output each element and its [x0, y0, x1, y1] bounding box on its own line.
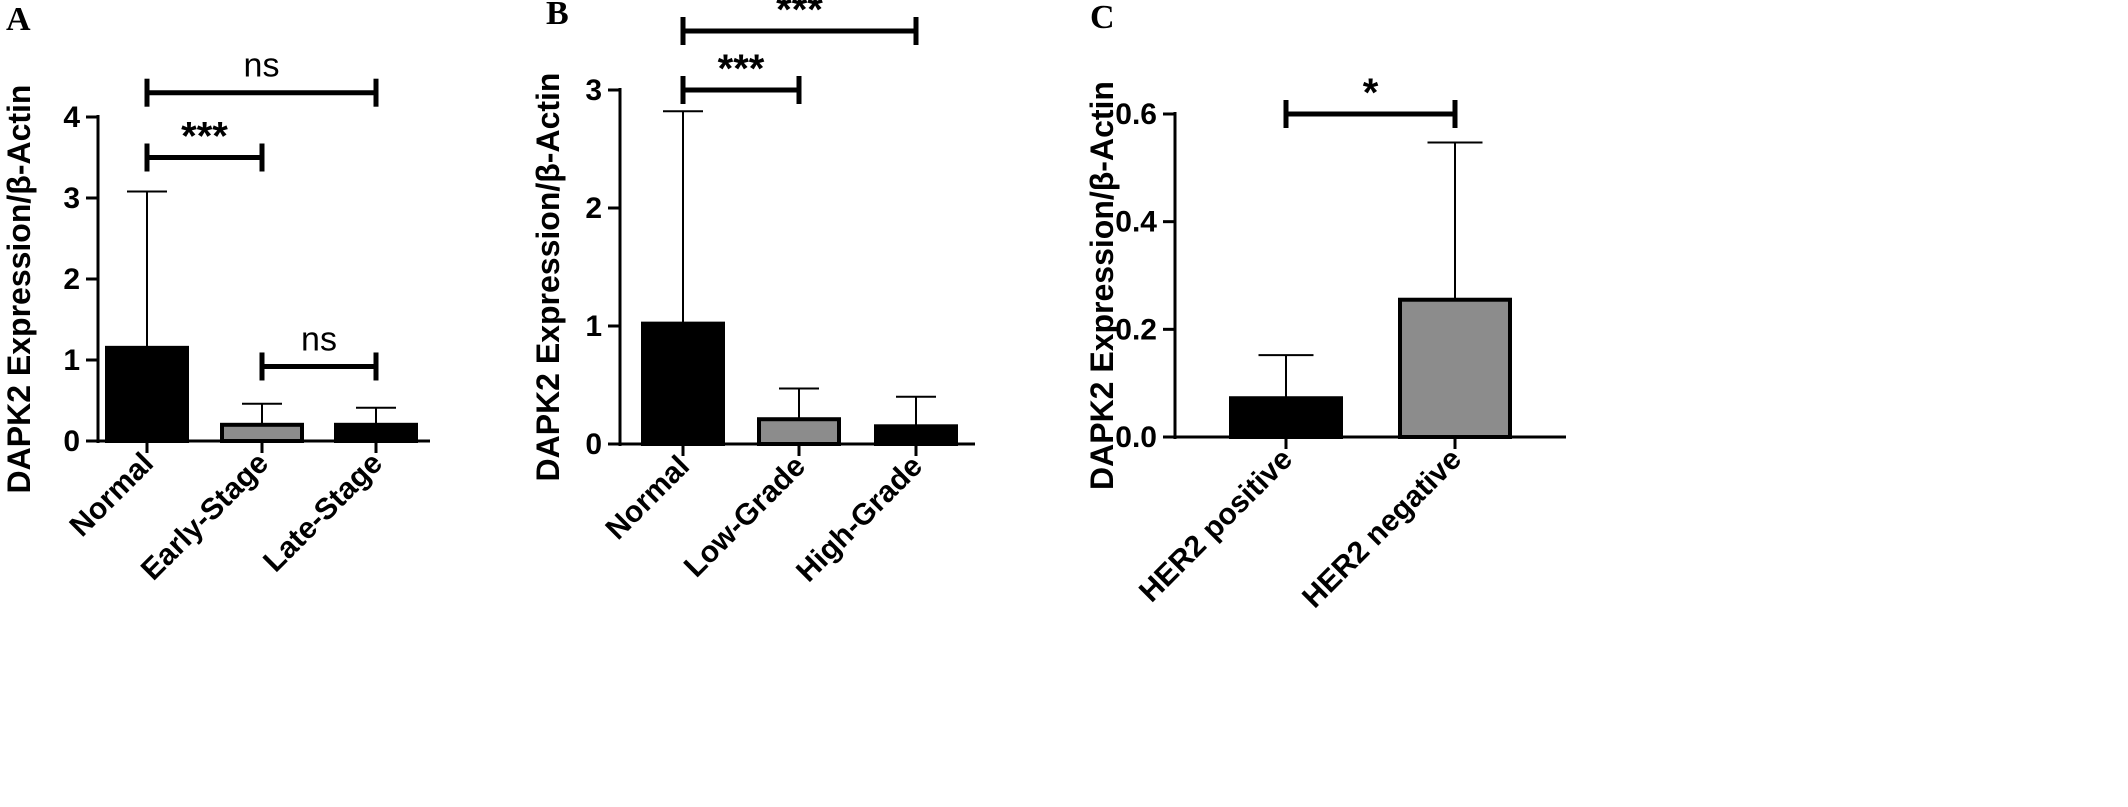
y-tick-label: 0 [63, 425, 80, 458]
significance-label: *** [718, 47, 765, 91]
bar-normal [641, 321, 725, 447]
y-tick-label: 4 [63, 101, 80, 134]
x-tick-label: Normal [64, 447, 160, 543]
y-tick-label: 3 [63, 182, 80, 215]
y-axis-label: DAPK2 Expression/β-Actin [1084, 81, 1120, 490]
panel-letter: A [6, 1, 31, 38]
y-tick-label: 0.6 [1115, 98, 1157, 131]
y-tick-label: 2 [63, 263, 80, 296]
x-tick-label: HER2 negative [1296, 443, 1468, 615]
x-tick-label: High-Grade [790, 450, 929, 589]
x-tick-label: Normal [600, 450, 696, 546]
y-axis-label: DAPK2 Expression/β-Actin [530, 73, 566, 482]
significance-label: *** [181, 115, 228, 159]
y-tick-label: 2 [585, 192, 602, 225]
bar-high-grade [874, 424, 958, 446]
bar-early-stage [220, 422, 304, 443]
y-tick-label: 3 [585, 74, 602, 107]
significance-label: *** [776, 0, 823, 32]
y-tick-label: 1 [585, 310, 602, 343]
y-axis-label: DAPK2 Expression/β-Actin [1, 85, 37, 494]
x-tick-label: HER2 positive [1133, 443, 1299, 609]
significance-label: ns [301, 320, 337, 358]
bar-late-stage [334, 422, 418, 443]
panel-letter: B [546, 0, 569, 32]
x-tick-label: Late-Stage [257, 447, 389, 579]
y-tick-label: 1 [63, 344, 80, 377]
y-tick-label: 0.2 [1115, 313, 1157, 346]
significance-label: ns [244, 47, 280, 85]
bar-her2-positive [1229, 396, 1343, 439]
y-tick-label: 0.4 [1115, 206, 1157, 239]
bar-normal [105, 345, 189, 444]
bar-low-grade [757, 417, 841, 447]
bar-her2-negative [1398, 297, 1512, 439]
y-tick-label: 0.0 [1115, 421, 1157, 454]
significance-label: * [1363, 71, 1379, 115]
panel-letter: C [1090, 0, 1115, 36]
y-tick-label: 0 [585, 428, 602, 461]
